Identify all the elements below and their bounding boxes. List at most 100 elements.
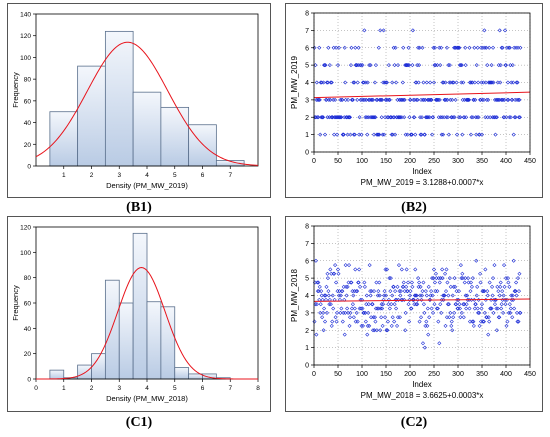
data-point	[383, 315, 388, 320]
data-point	[315, 97, 320, 102]
data-point	[360, 63, 365, 68]
data-point	[440, 276, 445, 281]
data-point	[348, 310, 353, 315]
data-point	[437, 97, 442, 102]
data-point	[481, 80, 486, 85]
x-axis-title: Density (PM_MW_2019)	[106, 181, 188, 190]
x-tick-label: 100	[356, 371, 368, 378]
data-point	[441, 80, 446, 85]
data-point	[360, 323, 365, 328]
data-point	[330, 319, 335, 324]
data-point	[459, 276, 464, 281]
data-point	[508, 306, 513, 311]
data-point	[329, 80, 334, 85]
data-point	[470, 276, 475, 281]
histogram-bar	[118, 302, 134, 380]
data-point	[354, 289, 359, 294]
data-point	[494, 328, 499, 333]
data-point	[403, 310, 408, 315]
data-point	[506, 280, 511, 285]
data-point	[337, 115, 342, 120]
data-point	[415, 63, 420, 68]
data-point	[475, 115, 480, 120]
data-point	[422, 345, 427, 350]
data-point	[377, 293, 382, 298]
data-point	[360, 306, 365, 311]
data-point	[477, 323, 482, 328]
data-point	[379, 315, 384, 320]
data-point	[471, 323, 476, 328]
data-point	[489, 80, 494, 85]
data-point	[351, 80, 356, 85]
data-point	[494, 115, 499, 120]
data-point	[344, 284, 349, 289]
data-point	[457, 302, 462, 307]
data-point	[371, 315, 376, 320]
y-tick-label: 0	[305, 150, 309, 157]
y-tick-label: 20	[24, 142, 32, 149]
y-tick-label: 140	[20, 12, 31, 19]
data-point	[470, 319, 475, 324]
data-point	[482, 28, 487, 33]
data-point	[490, 284, 495, 289]
data-point	[406, 302, 411, 307]
data-point	[447, 276, 452, 281]
data-point	[409, 280, 414, 285]
data-point	[458, 63, 463, 68]
data-point	[442, 293, 447, 298]
y-tick-label: 0	[27, 377, 31, 384]
x-tick-label: 4	[145, 172, 149, 179]
x-tick-label: 5	[173, 385, 177, 392]
data-point	[367, 63, 372, 68]
x-tick-label: 400	[500, 158, 512, 165]
data-point	[481, 319, 486, 324]
data-point	[422, 132, 427, 137]
y-tick-label: 0	[305, 363, 309, 370]
data-point	[380, 306, 385, 311]
y-tick-label: 4	[305, 293, 309, 300]
data-point	[510, 63, 515, 68]
data-point	[429, 289, 434, 294]
data-point	[416, 284, 421, 289]
data-point	[324, 284, 329, 289]
data-point	[315, 115, 320, 120]
data-point	[432, 45, 437, 50]
data-point	[322, 293, 327, 298]
data-point	[514, 280, 519, 285]
data-point	[335, 267, 341, 272]
y-tick-label: 2	[305, 115, 309, 122]
data-point	[435, 97, 440, 102]
data-point	[483, 267, 488, 272]
data-point	[480, 319, 485, 324]
data-point	[353, 319, 358, 324]
data-point	[463, 45, 468, 50]
data-point	[389, 323, 394, 328]
data-point	[458, 263, 463, 268]
data-point	[453, 302, 458, 307]
data-point	[331, 306, 336, 311]
data-point	[500, 97, 505, 102]
data-point	[487, 319, 492, 324]
x-tick-label: 3	[117, 385, 121, 392]
data-point	[387, 306, 392, 311]
data-point	[367, 263, 372, 268]
y-axis-title: Frequency	[11, 285, 20, 321]
data-point	[515, 45, 521, 50]
data-point	[352, 132, 357, 137]
data-point	[515, 319, 520, 324]
regression-line	[313, 298, 531, 302]
data-point	[499, 306, 504, 311]
data-point	[418, 132, 423, 137]
data-point	[443, 271, 448, 276]
data-point	[471, 97, 476, 102]
data-point	[326, 45, 331, 50]
data-point	[484, 97, 489, 102]
y-tick-label: 5	[305, 276, 309, 283]
data-point	[438, 302, 443, 307]
data-point	[346, 97, 351, 102]
data-point	[315, 280, 320, 285]
data-point	[464, 302, 469, 307]
data-point	[421, 97, 426, 102]
data-point	[339, 289, 344, 294]
y-tick-label: 3	[305, 97, 309, 104]
